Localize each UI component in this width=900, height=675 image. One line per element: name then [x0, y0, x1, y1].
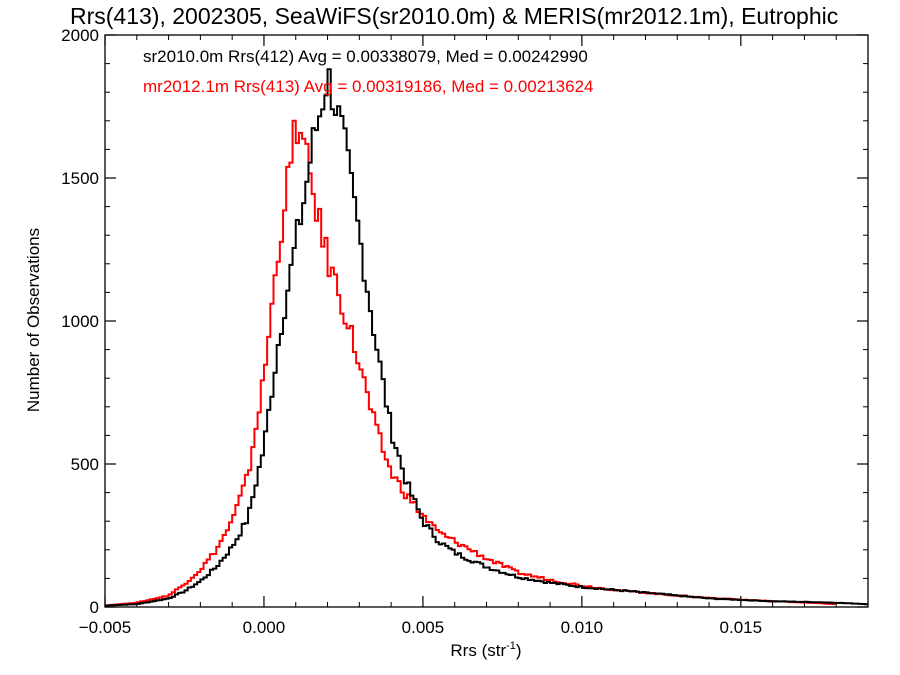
x-tick-label: 0.015 [720, 618, 763, 637]
x-axis-label-superscript: -1 [506, 640, 516, 652]
y-tick-label: 0 [90, 598, 99, 617]
series-line-red [105, 119, 837, 607]
x-axis-label-text: Rrs (str [450, 641, 506, 660]
y-tick-label: 1000 [61, 312, 99, 331]
x-tick-label: 0.005 [402, 618, 445, 637]
x-axis-label: Rrs (str-1) [450, 640, 521, 660]
y-tick-label: 1500 [61, 169, 99, 188]
x-tick-label: 0.010 [561, 618, 604, 637]
x-tick-label: 0.000 [243, 618, 286, 637]
x-axis-label-close: ) [516, 641, 522, 660]
series-layer [105, 68, 868, 607]
legend-entry-black: sr2010.0m Rrs(412) Avg = 0.00338079, Med… [143, 47, 588, 66]
series-line-black [105, 68, 868, 607]
y-axis-label: Number of Observations [24, 228, 43, 412]
axis-ticks [104, 34, 869, 608]
y-tick-label: 2000 [61, 26, 99, 45]
y-tick-label: 500 [71, 455, 99, 474]
chart-title: Rrs(413), 2002305, SeaWiFS(sr2010.0m) & … [70, 3, 838, 29]
plot-frame [104, 34, 869, 608]
x-tick-label: −0.005 [79, 618, 131, 637]
axis-tick-labels: −0.005 0.000 0.005 0.010 0.015 0 500 1000 1500 20… [61, 26, 762, 637]
legend-entry-red: mr2012.1m Rrs(413) Avg = 0.00319186, Med… [143, 77, 594, 96]
